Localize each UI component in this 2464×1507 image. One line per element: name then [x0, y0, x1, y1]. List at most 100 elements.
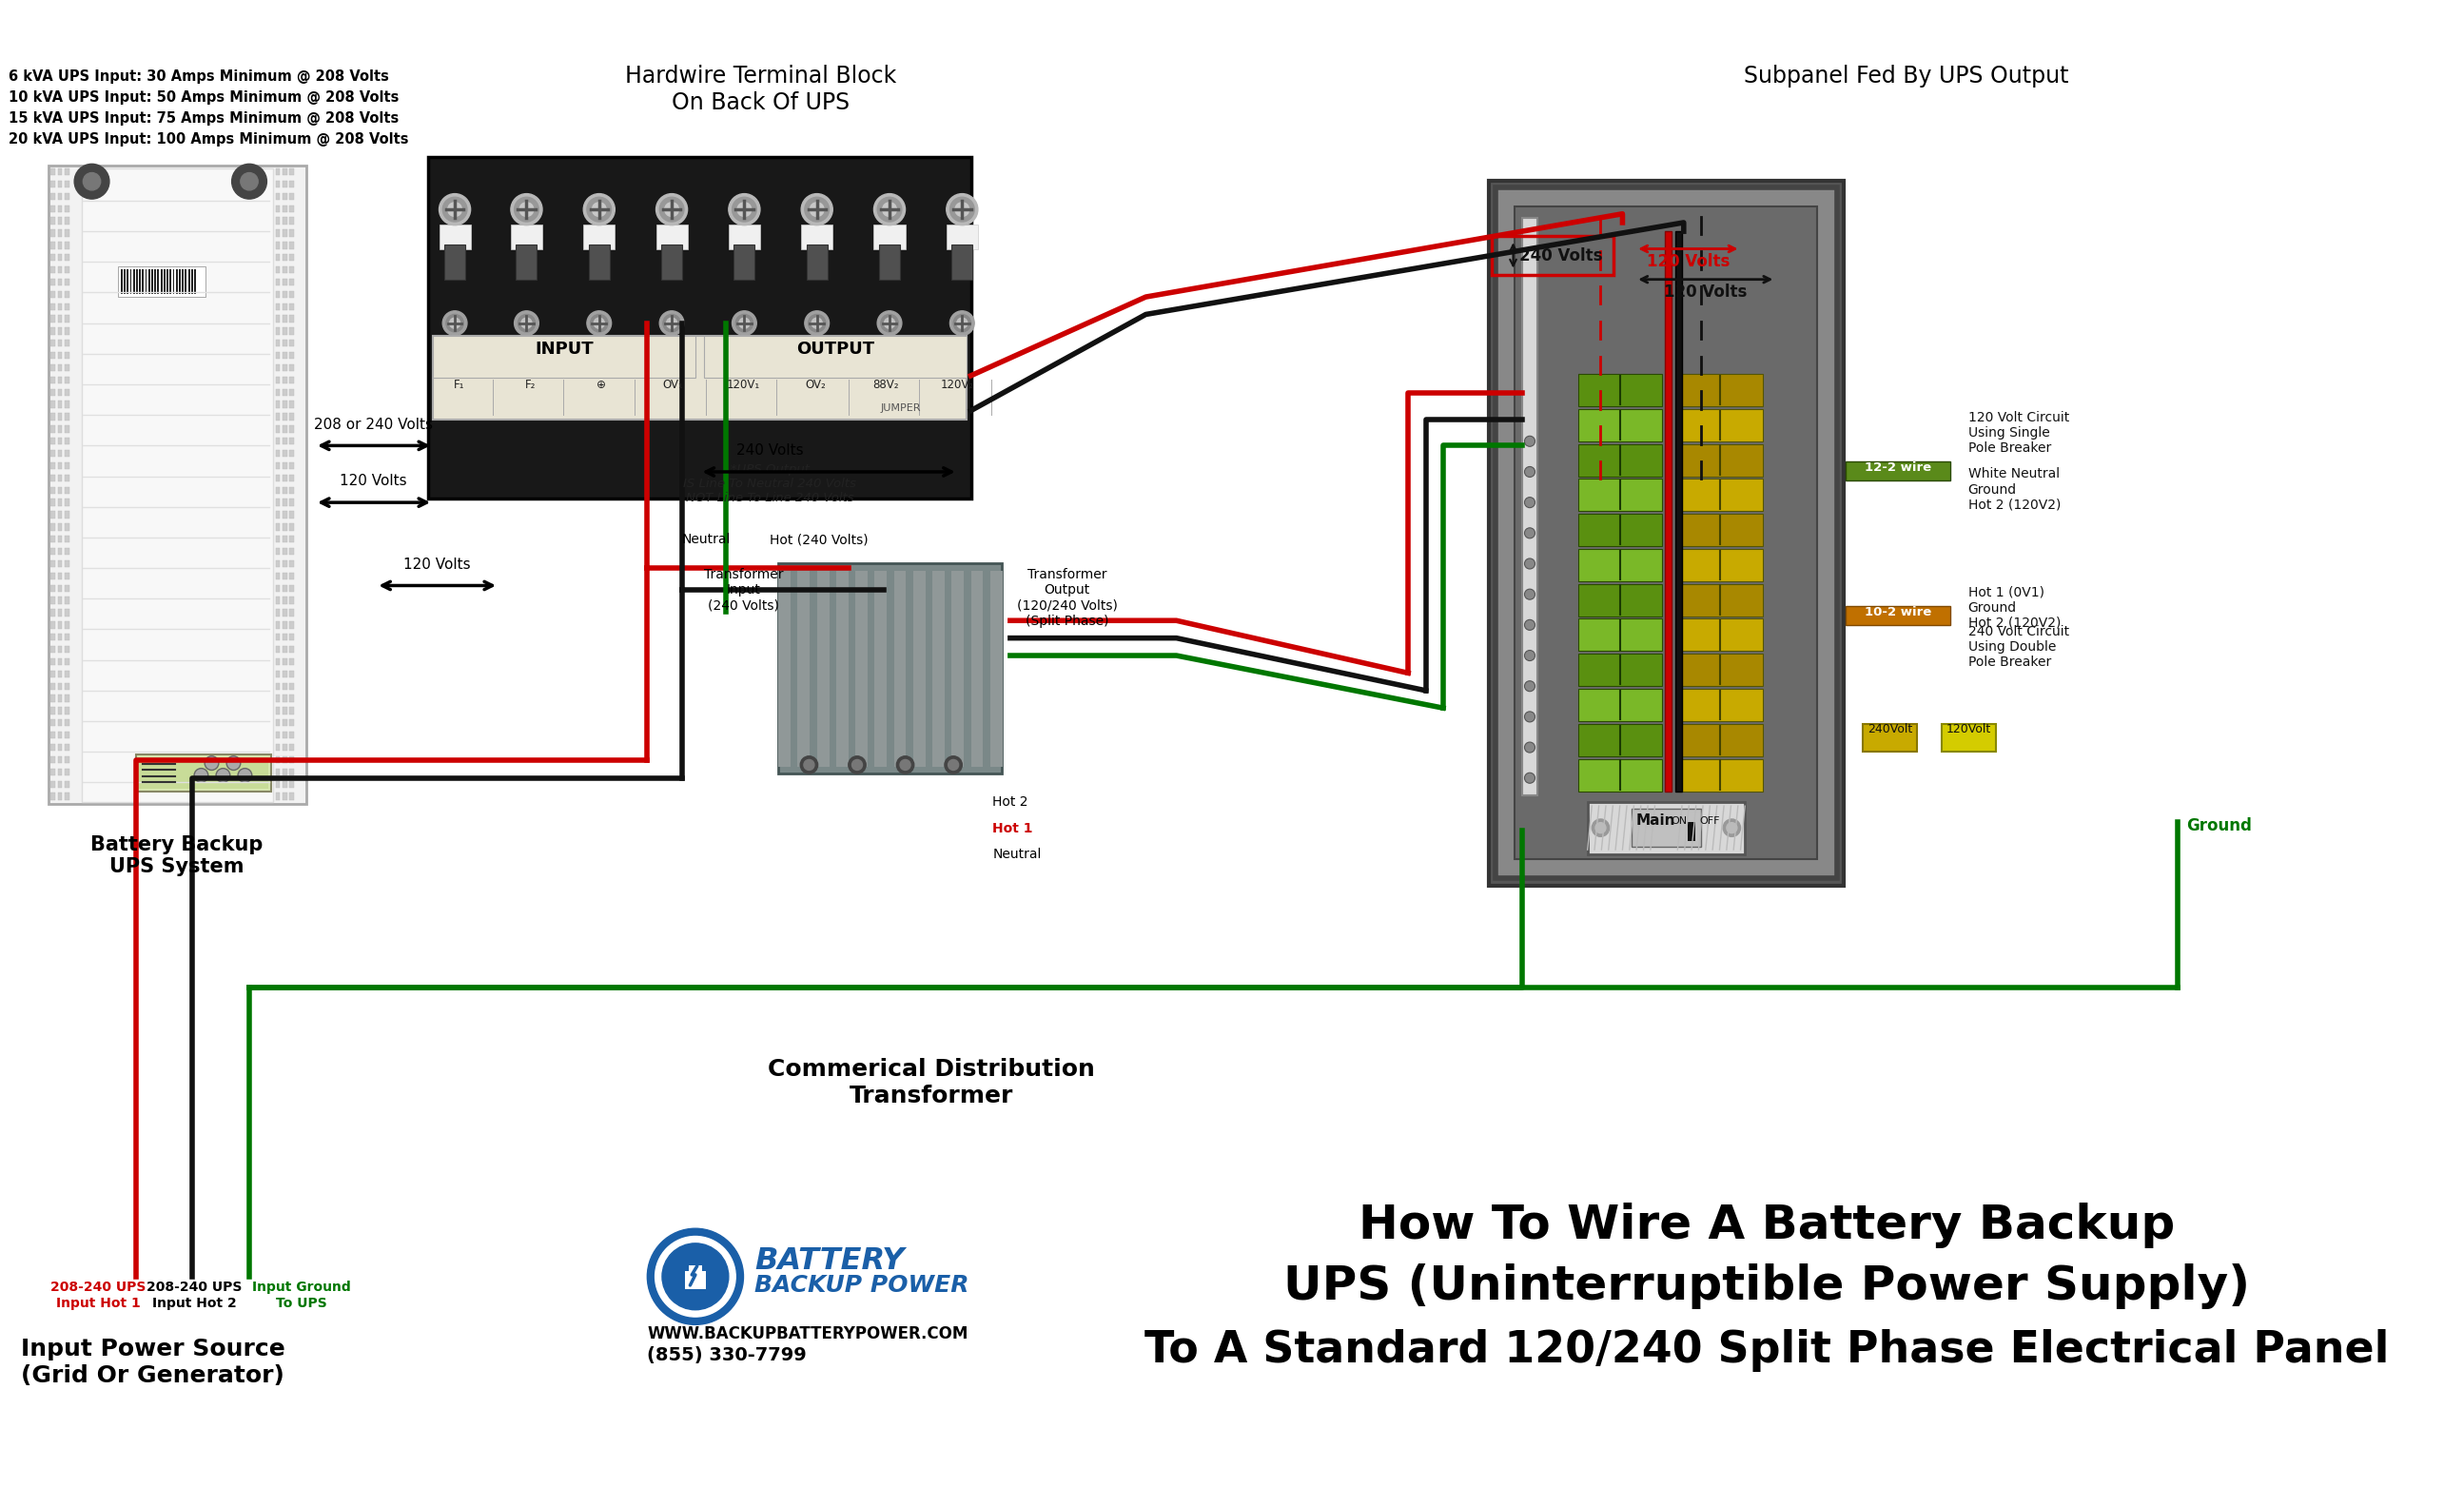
Circle shape	[1525, 619, 1535, 630]
Circle shape	[227, 757, 241, 770]
Bar	[914, 571, 926, 767]
Bar	[1579, 408, 1661, 442]
Bar	[57, 707, 62, 714]
Text: Transformer
Output
(120/240 Volts)
(Split Phase): Transformer Output (120/240 Volts) (Spli…	[1018, 568, 1119, 627]
Bar	[57, 744, 62, 750]
Circle shape	[205, 757, 219, 770]
Circle shape	[1525, 741, 1535, 752]
Bar	[276, 339, 281, 347]
Bar	[283, 671, 286, 678]
Bar	[57, 413, 62, 420]
Text: BATTERY: BATTERY	[754, 1246, 904, 1275]
Bar	[64, 291, 69, 298]
Bar	[1680, 654, 1762, 686]
Bar	[283, 523, 286, 530]
Bar	[283, 279, 286, 285]
Bar	[283, 731, 286, 738]
Text: White Neutral
Ground
Hot 2 (120V2): White Neutral Ground Hot 2 (120V2)	[1969, 467, 2060, 511]
Bar	[57, 621, 62, 628]
Bar	[283, 241, 286, 249]
Bar	[64, 707, 69, 714]
Circle shape	[448, 318, 461, 329]
Bar	[276, 487, 281, 494]
Bar	[64, 365, 69, 371]
Text: 208-240 UPS
Input Hot 1: 208-240 UPS Input Hot 1	[49, 1281, 145, 1310]
Bar	[1666, 231, 1671, 791]
Bar	[1680, 723, 1762, 757]
Bar	[64, 413, 69, 420]
Bar	[52, 401, 54, 408]
Bar	[283, 205, 286, 212]
Bar	[64, 731, 69, 738]
Bar	[52, 169, 54, 175]
Bar	[52, 339, 54, 347]
Bar	[276, 413, 281, 420]
Bar	[57, 535, 62, 543]
Bar	[288, 757, 293, 763]
Bar	[57, 475, 62, 481]
Bar	[64, 437, 69, 445]
Bar	[276, 744, 281, 750]
Text: JUMPER: JUMPER	[880, 402, 922, 413]
Bar	[57, 437, 62, 445]
Bar	[283, 744, 286, 750]
Bar	[52, 463, 54, 469]
Bar	[52, 695, 54, 702]
Bar	[283, 217, 286, 225]
Bar	[276, 291, 281, 298]
Bar	[276, 303, 281, 310]
Circle shape	[232, 164, 266, 199]
Bar	[1523, 219, 1538, 796]
Bar	[1680, 758, 1762, 791]
Circle shape	[584, 194, 616, 225]
Text: WWW.BACKUPBATTERYPOWER.COM: WWW.BACKUPBATTERYPOWER.COM	[648, 1325, 968, 1341]
Bar	[1579, 654, 1661, 686]
Bar	[64, 241, 69, 249]
Bar	[1863, 723, 1917, 752]
Bar	[57, 633, 62, 640]
Bar	[57, 327, 62, 335]
Bar	[276, 401, 281, 408]
Circle shape	[729, 194, 759, 225]
Bar	[276, 659, 281, 665]
Bar	[1680, 374, 1762, 407]
Bar	[276, 523, 281, 530]
Text: 208-240 UPS
Input Hot 2: 208-240 UPS Input Hot 2	[145, 1281, 241, 1310]
Text: 15 kVA UPS Input: 75 Amps Minimum @ 208 Volts: 15 kVA UPS Input: 75 Amps Minimum @ 208 …	[10, 112, 399, 125]
Bar	[1680, 619, 1762, 651]
Circle shape	[737, 202, 752, 217]
Bar	[276, 389, 281, 396]
Bar	[1680, 408, 1762, 442]
Bar	[584, 225, 616, 249]
Circle shape	[591, 315, 609, 332]
Bar	[288, 647, 293, 653]
Circle shape	[515, 197, 540, 222]
Bar	[801, 225, 833, 249]
Circle shape	[591, 202, 606, 217]
Bar	[276, 633, 281, 640]
Text: Neutral: Neutral	[683, 533, 732, 547]
Circle shape	[806, 310, 830, 336]
Bar	[283, 425, 286, 433]
Text: Input Ground
To UPS: Input Ground To UPS	[251, 1281, 350, 1310]
Text: How To Wire A Battery Backup: How To Wire A Battery Backup	[1358, 1203, 2176, 1248]
Circle shape	[1525, 527, 1535, 538]
Text: OV₂: OV₂	[806, 378, 825, 390]
Circle shape	[648, 1228, 744, 1325]
Bar	[515, 244, 537, 279]
Bar	[288, 267, 293, 273]
Text: Hardwire Terminal Block
On Back Of UPS: Hardwire Terminal Block On Back Of UPS	[626, 65, 897, 115]
Bar	[64, 217, 69, 225]
Bar	[52, 573, 54, 579]
Circle shape	[944, 757, 961, 773]
Circle shape	[655, 1236, 737, 1317]
Bar	[57, 169, 62, 175]
Bar	[276, 585, 281, 592]
Text: 120V₁: 120V₁	[727, 378, 761, 390]
Bar	[288, 499, 293, 506]
Bar	[1496, 187, 1836, 879]
Bar	[64, 647, 69, 653]
Circle shape	[899, 760, 912, 770]
Circle shape	[853, 760, 862, 770]
Circle shape	[655, 194, 687, 225]
